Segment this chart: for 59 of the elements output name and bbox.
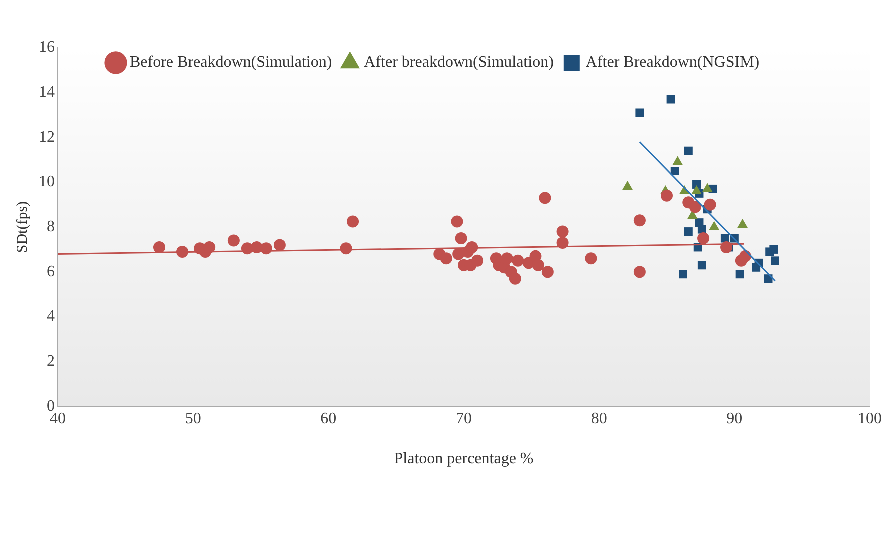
- legend-label: Before Breakdown(Simulation): [130, 54, 332, 72]
- point: [702, 183, 713, 192]
- point: [684, 228, 693, 236]
- point: [770, 245, 778, 254]
- point: [512, 254, 524, 267]
- point: [154, 241, 166, 254]
- y-axis-title: SDt(fps): [14, 201, 31, 254]
- y-tick-label: 8: [47, 218, 55, 236]
- point: [501, 252, 514, 265]
- point: [204, 241, 216, 254]
- point: [539, 192, 552, 204]
- point: [736, 270, 744, 279]
- point: [532, 259, 544, 272]
- point: [634, 214, 646, 227]
- y-tick-label: 2: [47, 352, 55, 370]
- point: [692, 185, 702, 194]
- point: [661, 190, 673, 202]
- x-tick-label: 80: [591, 410, 608, 428]
- point: [679, 270, 688, 279]
- point: [509, 272, 522, 285]
- point: [672, 156, 684, 166]
- point: [274, 239, 286, 252]
- point: [689, 201, 702, 214]
- point: [771, 256, 780, 266]
- point: [670, 167, 680, 176]
- point: [688, 210, 698, 220]
- point: [634, 266, 646, 278]
- y-tick-label: 4: [47, 308, 55, 326]
- point: [684, 146, 693, 156]
- legend-label: After breakdown(Simulation): [364, 54, 554, 72]
- legend-label: After Breakdown(NGSIM): [586, 54, 760, 72]
- point: [709, 221, 720, 230]
- point: [556, 226, 569, 238]
- point: [636, 108, 644, 118]
- point: [622, 180, 633, 190]
- x-tick-label: 100: [858, 410, 882, 428]
- y-tick-label: 14: [39, 84, 55, 102]
- x-tick-label: 60: [320, 410, 337, 428]
- point: [228, 234, 240, 247]
- y-tick-label: 12: [39, 128, 55, 146]
- point: [347, 216, 360, 228]
- point: [455, 232, 468, 245]
- x-axis-title: Platoon percentage %: [394, 450, 534, 468]
- point: [698, 232, 710, 245]
- y-tick-label: 10: [39, 174, 55, 191]
- point: [542, 266, 554, 278]
- point: [666, 95, 676, 104]
- y-tick-label: 16: [39, 39, 55, 56]
- point: [585, 252, 598, 265]
- x-tick-label: 70: [456, 410, 472, 428]
- point: [704, 198, 716, 211]
- point: [472, 254, 484, 267]
- point: [451, 216, 464, 228]
- point: [698, 261, 706, 270]
- x-tick-label: 90: [726, 410, 743, 428]
- y-tick-label: 6: [47, 263, 55, 280]
- point: [738, 219, 748, 228]
- point: [440, 252, 452, 265]
- x-tick-label: 50: [185, 410, 202, 428]
